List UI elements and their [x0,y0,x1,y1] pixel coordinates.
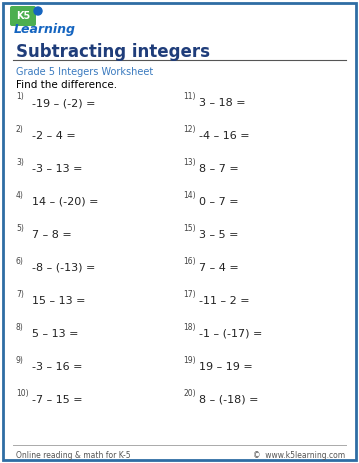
Text: 5 – 13 =: 5 – 13 = [32,329,79,339]
FancyBboxPatch shape [3,3,356,460]
Text: 14 – (-20) =: 14 – (-20) = [32,197,98,207]
Text: Grade 5 Integers Worksheet: Grade 5 Integers Worksheet [16,67,153,77]
Text: 6): 6) [16,257,24,266]
Text: 4): 4) [16,191,24,200]
Text: 20): 20) [183,389,196,398]
Text: 19 – 19 =: 19 – 19 = [199,362,253,372]
Text: 15): 15) [183,224,196,233]
Text: 2): 2) [16,125,24,134]
Text: -3 – 13 =: -3 – 13 = [32,164,83,174]
Text: 11): 11) [183,92,196,101]
Text: 8): 8) [16,323,24,332]
Text: 7): 7) [16,290,24,299]
Text: Find the difference.: Find the difference. [16,80,117,90]
Text: Subtracting integers: Subtracting integers [16,43,210,61]
Text: K5: K5 [16,11,30,21]
Text: 8 – 7 =: 8 – 7 = [199,164,239,174]
Text: 3 – 5 =: 3 – 5 = [199,230,238,240]
Text: -3 – 16 =: -3 – 16 = [32,362,83,372]
Text: Online reading & math for K-5: Online reading & math for K-5 [16,450,131,459]
Text: -19 – (-2) =: -19 – (-2) = [32,98,95,108]
Text: 14): 14) [183,191,196,200]
Text: 7 – 8 =: 7 – 8 = [32,230,72,240]
Text: ©  www.k5learning.com: © www.k5learning.com [253,450,345,459]
Text: 17): 17) [183,290,196,299]
Text: 3): 3) [16,158,24,167]
Text: 9): 9) [16,356,24,365]
FancyBboxPatch shape [10,6,36,26]
Text: 0 – 7 =: 0 – 7 = [199,197,239,207]
Text: 7 – 4 =: 7 – 4 = [199,263,239,273]
Text: 18): 18) [183,323,196,332]
Text: -4 – 16 =: -4 – 16 = [199,131,250,141]
Circle shape [34,7,42,15]
Text: 15 – 13 =: 15 – 13 = [32,296,85,306]
Text: 10): 10) [16,389,29,398]
Text: 12): 12) [183,125,196,134]
Text: 19): 19) [183,356,196,365]
Text: -1 – (-17) =: -1 – (-17) = [199,329,262,339]
Text: 3 – 18 =: 3 – 18 = [199,98,246,108]
Text: -7 – 15 =: -7 – 15 = [32,395,83,405]
Text: 13): 13) [183,158,196,167]
Text: -2 – 4 =: -2 – 4 = [32,131,76,141]
Text: 5): 5) [16,224,24,233]
Text: 1): 1) [16,92,24,101]
Text: -11 – 2 =: -11 – 2 = [199,296,250,306]
Text: 16): 16) [183,257,196,266]
Text: 8 – (-18) =: 8 – (-18) = [199,395,258,405]
Text: -8 – (-13) =: -8 – (-13) = [32,263,95,273]
Text: Learning: Learning [14,24,76,37]
